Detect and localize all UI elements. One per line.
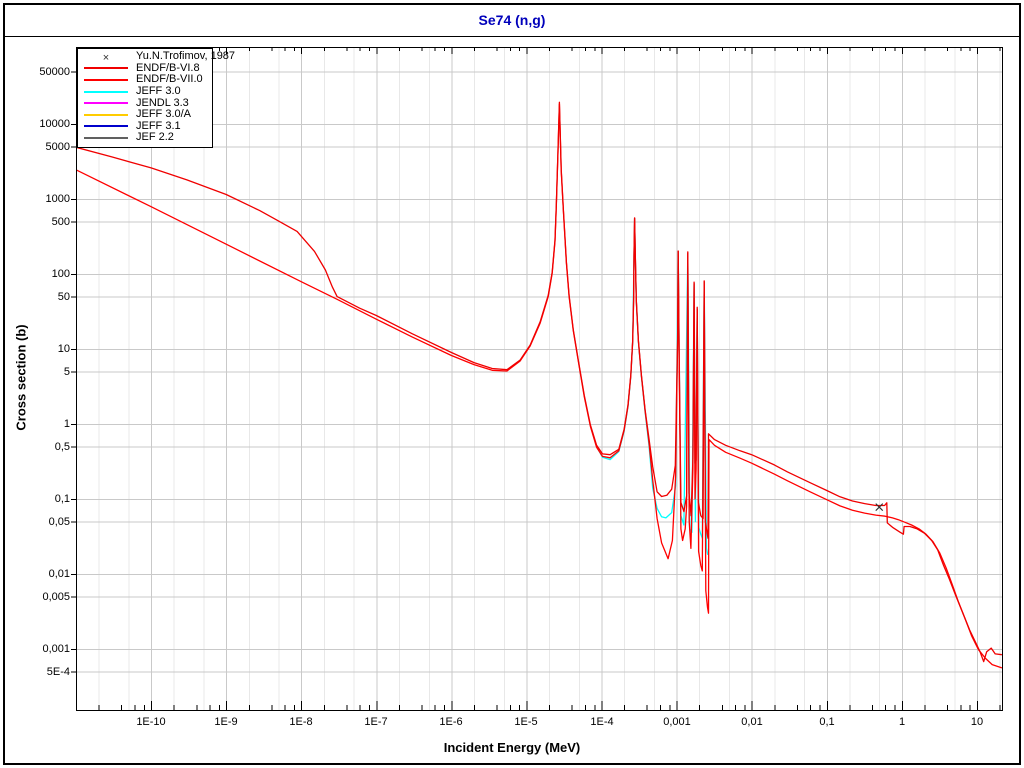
curve-endf-b-vii-0 — [76, 103, 1002, 669]
x-tick-label: 1E-8 — [289, 716, 313, 728]
y-tick-label: 10000 — [39, 118, 70, 130]
x-tick-label: 1E-5 — [514, 716, 538, 728]
y-tick-label: 0,1 — [54, 493, 70, 505]
x-tick-label: 1E-9 — [214, 716, 238, 728]
legend-item[interactable]: ENDF/B-VII.0 — [78, 74, 212, 86]
y-tick-label: 0,001 — [42, 643, 70, 655]
legend-line-swatch — [84, 136, 128, 139]
legend-item[interactable]: JEFF 3.0 — [78, 86, 212, 98]
legend-line — [84, 136, 128, 139]
y-tick-label: 1 — [63, 418, 70, 430]
y-tick-label: 50000 — [39, 66, 70, 78]
legend-item[interactable]: × Yu.N.Trofimov, 1987 — [78, 48, 235, 66]
legend-line — [84, 90, 128, 93]
curve-endf-b-vi-8 — [76, 101, 1002, 663]
y-axis-title: Cross section (b) — [13, 324, 29, 431]
plot-title-bar: Se74 (n,g) — [5, 5, 1019, 37]
legend-line-swatch — [84, 125, 128, 128]
legend-item-label: JEFF 3.1 — [136, 119, 181, 132]
legend-line-swatch — [84, 90, 128, 93]
legend-line — [84, 78, 128, 81]
legend-item-label: Yu.N.Trofimov, 1987 — [136, 50, 236, 63]
y-tick-label: 5 — [63, 366, 70, 378]
y-tick-label: 0,005 — [42, 591, 70, 603]
x-tick-label: 1E-4 — [590, 716, 614, 728]
window-border — [3, 3, 1021, 765]
legend-item[interactable]: JEFF 3.1 — [78, 119, 212, 133]
x-tick-label: 10 — [970, 716, 984, 728]
legend-item-label: ENDF/B-VII.0 — [136, 73, 203, 86]
y-tick-label: 50 — [57, 291, 70, 303]
y-tick-label: 500 — [51, 216, 70, 228]
y-tick-label: 100 — [51, 268, 70, 280]
legend-line-swatch — [84, 67, 128, 70]
legend-line — [84, 125, 128, 128]
x-marker-glyph: × — [102, 51, 110, 64]
y-tick-label: 1000 — [45, 193, 70, 205]
legend-item-label: JENDL 3.3 — [136, 96, 189, 109]
y-tick-label: 0,05 — [48, 516, 70, 528]
y-tick-label: 5000 — [45, 141, 70, 153]
legend-item[interactable]: JEF 2.2 — [78, 132, 212, 144]
x-tick-label: 0,1 — [819, 716, 835, 728]
y-tick-label: 0,01 — [48, 568, 70, 580]
x-tick-label: 1 — [898, 716, 906, 728]
x-tick-label: 0,01 — [741, 716, 763, 728]
legend-item[interactable]: JENDL 3.3 — [78, 97, 212, 109]
legend-item[interactable]: JEFF 3.0/A — [78, 109, 212, 121]
y-tick-label: 10 — [57, 343, 70, 355]
x-marker-icon: × — [84, 48, 128, 66]
x-tick-label: 0,001 — [663, 716, 691, 728]
legend-item-label: JEFF 3.0 — [136, 85, 181, 98]
plot-frame — [76, 47, 1003, 711]
page-title: Se74 (n,g) — [478, 12, 546, 28]
y-tick-label: 0,5 — [54, 441, 70, 453]
x-tick-label: 1E-10 — [136, 716, 166, 728]
legend-line-swatch — [84, 78, 128, 81]
legend-item[interactable]: ENDF/B-VI.8 — [78, 61, 212, 75]
data-point-x-marker — [875, 503, 884, 512]
legend-line — [84, 102, 128, 105]
legend-line — [84, 113, 128, 116]
legend-item-label: JEF 2.2 — [136, 131, 174, 144]
legend-box: × Yu.N.Trofimov, 1987 ENDF/B-VI.8 ENDF/B-VI… — [77, 48, 235, 148]
y-tick-label: 5E-4 — [46, 666, 70, 678]
legend-line-swatch — [84, 113, 128, 116]
legend-line-swatch — [84, 102, 128, 105]
x-axis-title: Incident Energy (MeV) — [443, 740, 581, 755]
legend-item-label: JEFF 3.0/A — [136, 108, 192, 121]
x-tick-label: 1E-7 — [364, 716, 388, 728]
x-tick-label: 1E-6 — [439, 716, 463, 728]
legend-line — [84, 67, 128, 70]
legend-item-label: ENDF/B-VI.8 — [136, 61, 200, 74]
